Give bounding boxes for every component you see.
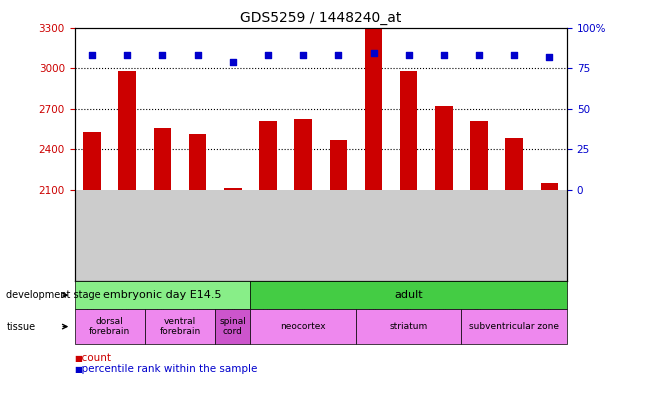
Bar [505, 138, 523, 190]
Bar [470, 121, 488, 190]
Bar [259, 121, 277, 190]
Bar [84, 132, 101, 190]
Text: dorsal
forebrain: dorsal forebrain [89, 317, 130, 336]
Text: ventral
forebrain: ventral forebrain [159, 317, 201, 336]
Text: adult: adult [395, 290, 423, 300]
Point [544, 53, 555, 60]
Text: ■: ■ [75, 354, 82, 363]
Text: count: count [75, 353, 111, 364]
Text: percentile rank within the sample: percentile rank within the sample [75, 364, 257, 375]
Point [439, 52, 449, 58]
Point [368, 50, 378, 57]
Bar [365, 29, 382, 190]
Point [298, 52, 308, 58]
Point [227, 59, 238, 65]
Bar [224, 188, 242, 190]
Bar [540, 183, 558, 190]
Bar [294, 119, 312, 190]
Text: tissue: tissue [6, 321, 36, 332]
Bar [119, 71, 136, 190]
Point [87, 52, 97, 58]
Text: neocortex: neocortex [281, 322, 326, 331]
Bar [75, 190, 567, 281]
Point [333, 52, 343, 58]
Point [474, 52, 484, 58]
Bar [189, 134, 207, 190]
Point [509, 52, 520, 58]
Point [192, 52, 203, 58]
Point [404, 52, 414, 58]
Text: spinal
cord: spinal cord [220, 317, 246, 336]
Title: GDS5259 / 1448240_at: GDS5259 / 1448240_at [240, 11, 402, 25]
Bar [154, 128, 171, 190]
Point [122, 52, 132, 58]
Text: ■: ■ [75, 365, 82, 374]
Point [157, 52, 168, 58]
Text: embryonic day E14.5: embryonic day E14.5 [103, 290, 222, 300]
Text: striatum: striatum [389, 322, 428, 331]
Bar [400, 71, 417, 190]
Bar [435, 106, 453, 190]
Point [263, 52, 273, 58]
Text: development stage: development stage [6, 290, 101, 300]
Text: subventricular zone: subventricular zone [469, 322, 559, 331]
Bar [330, 140, 347, 190]
